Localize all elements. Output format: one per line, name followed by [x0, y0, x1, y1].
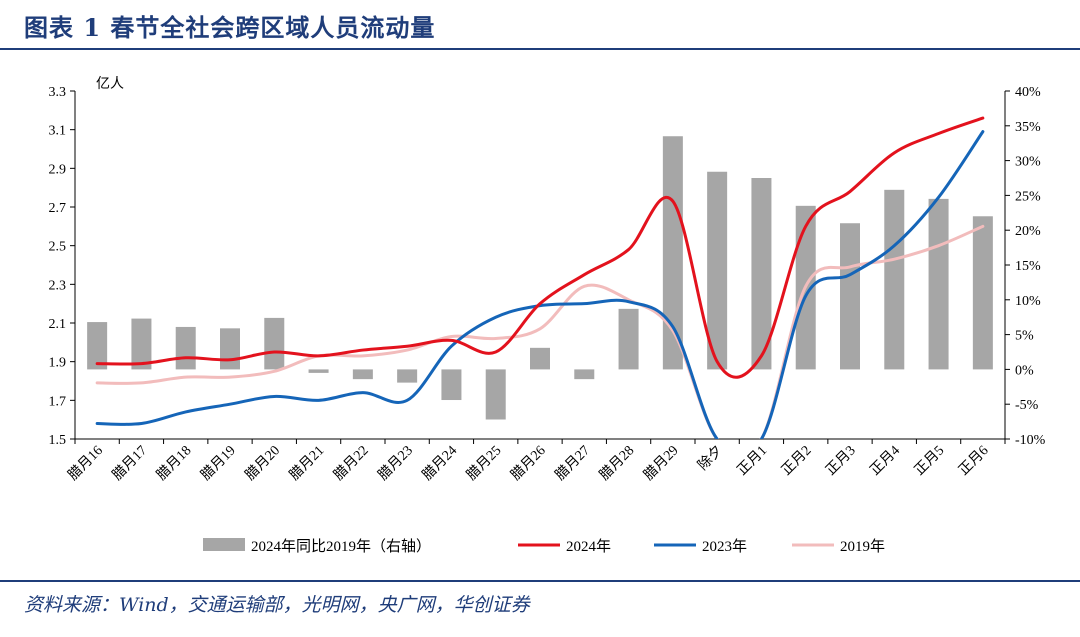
x-tick-label: 腊月26	[508, 443, 549, 484]
left-tick-label: 1.9	[49, 356, 67, 371]
line-2019	[95, 224, 985, 439]
bar	[441, 369, 462, 401]
x-tick-label: 腊月16	[65, 443, 106, 484]
footer-rule	[0, 580, 1080, 582]
x-tick-label: 正月6	[956, 443, 992, 479]
figure-title: 图表 1 春节全社会跨区域人员流动量	[24, 13, 436, 42]
right-tick-label: 20%	[1015, 224, 1041, 239]
bar	[928, 198, 949, 370]
bar	[131, 318, 152, 370]
x-tick-label: 除夕	[695, 443, 726, 474]
x-tick-label: 正月5	[911, 443, 947, 479]
x-tick-label: 腊月24	[419, 443, 460, 484]
left-tick-label: 2.9	[49, 162, 67, 177]
left-tick-label: 2.1	[49, 317, 67, 332]
bar	[308, 369, 329, 373]
x-tick-labels: 腊月16 腊月17 腊月18 腊月19 腊月20 腊月21 腊月22 腊月23 腊月24 腊月25…	[65, 443, 992, 484]
right-tick-label: 0%	[1015, 363, 1034, 378]
x-tick-label: 腊月19	[198, 443, 239, 484]
legend: 2024年同比2019年（右轴） 2024年 2023年 2019年	[203, 538, 885, 555]
bar	[397, 369, 418, 383]
line-2023	[95, 130, 985, 439]
right-tick-label: 10%	[1015, 294, 1041, 309]
legend-label-bars: 2024年同比2019年（右轴）	[251, 538, 431, 555]
bar	[175, 326, 196, 370]
left-tick-label: 2.5	[49, 240, 67, 255]
bar	[574, 369, 595, 380]
right-tick-label: 40%	[1015, 85, 1041, 100]
right-tick-label: 25%	[1015, 189, 1041, 204]
x-tick-label: 腊月20	[242, 443, 283, 484]
legend-label-2019: 2019年	[840, 538, 885, 555]
left-tick-label: 3.3	[49, 85, 67, 100]
legend-label-2023: 2023年	[702, 538, 747, 555]
bar	[220, 328, 240, 370]
bar	[707, 171, 728, 370]
x-tick-label: 腊月23	[375, 443, 416, 484]
bar	[264, 317, 285, 370]
x-tick-label: 腊月18	[154, 443, 195, 484]
bar	[662, 136, 683, 370]
bar	[485, 369, 506, 420]
legend-label-2024: 2024年	[566, 538, 611, 555]
axes: 1.5 1.7 1.9 2.1 2.3 2.5 2.7 2.9 3.1 3.3 亿人 -10% -5% 0…	[49, 76, 1046, 448]
bar	[972, 216, 993, 370]
right-tick-label: 30%	[1015, 155, 1041, 170]
bar	[751, 178, 772, 370]
x-tick-label: 正月1	[734, 443, 770, 479]
bar	[840, 223, 860, 370]
x-tick-label: 腊月21	[286, 443, 327, 484]
bar	[618, 308, 639, 370]
x-tick-label: 腊月28	[596, 443, 637, 484]
bar	[884, 189, 905, 370]
x-tick-label: 正月2	[778, 443, 814, 479]
x-tick-label: 腊月25	[464, 443, 505, 484]
right-tick-label: 15%	[1015, 259, 1041, 274]
left-axis-unit: 亿人	[96, 76, 124, 92]
chart: 1.5 1.7 1.9 2.1 2.3 2.5 2.7 2.9 3.1 3.3 亿人 -10% -5% 0…	[49, 76, 1046, 555]
x-tick-label: 正月4	[867, 443, 903, 479]
right-tick-label: -10%	[1015, 433, 1046, 448]
right-tick-label: -5%	[1015, 398, 1039, 413]
source-note: 资料来源：Wind，交通运输部，光明网，央广网，华创证券	[24, 594, 530, 616]
title-rule	[0, 48, 1080, 50]
bar	[352, 369, 373, 380]
x-tick-label: 腊月27	[552, 443, 593, 484]
right-tick-label: 5%	[1015, 329, 1034, 344]
left-tick-label: 3.1	[49, 124, 67, 139]
legend-swatch-bars	[203, 538, 245, 551]
x-tick-label: 正月3	[823, 443, 859, 479]
right-tick-label: 35%	[1015, 120, 1041, 135]
bar	[87, 322, 108, 370]
line-2024	[95, 116, 985, 379]
x-tick-label: 腊月17	[109, 443, 150, 484]
left-tick-label: 2.3	[49, 278, 67, 293]
left-tick-label: 1.7	[49, 394, 67, 409]
x-tick-label: 腊月29	[641, 443, 682, 484]
bar	[530, 347, 550, 370]
x-tick-label: 腊月22	[331, 443, 372, 484]
left-tick-label: 1.5	[49, 433, 67, 448]
left-tick-label: 2.7	[49, 201, 67, 216]
line-series	[95, 116, 985, 439]
